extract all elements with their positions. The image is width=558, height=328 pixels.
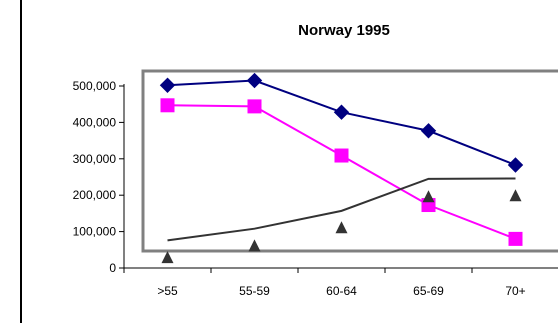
series-1-point (507, 157, 524, 173)
series-2-point (508, 231, 523, 246)
series-2-line (167, 104, 516, 240)
axes: 0 100,000 200,000 300,000 400,000 500,000 >55 5… (73, 79, 558, 298)
series-4-point (335, 221, 348, 234)
y-tick-label: 300,000 (73, 152, 117, 166)
chart-svg: Norway 1995 0 100,000 200,000 300,000 400,00… (73, 22, 558, 298)
series-4-point (248, 239, 261, 252)
y-tick-label: 100,000 (73, 225, 117, 239)
series-2-point (247, 99, 262, 114)
series-3-line (167, 177, 516, 242)
chart-area: Norway 1995 0 100,000 200,000 300,000 400,00… (22, 0, 558, 323)
x-tick-label: 70+ (505, 284, 525, 298)
y-tick-label: 400,000 (73, 115, 117, 129)
series-4-point (509, 189, 522, 202)
series-layer (159, 72, 524, 264)
y-tick-label: 500,000 (73, 79, 117, 93)
series-1-point (246, 72, 263, 89)
plot-area-border (141, 69, 558, 253)
x-tick-label: 60-64 (326, 284, 357, 298)
x-tick-label: 55-59 (239, 284, 270, 298)
series-4-point (161, 251, 174, 264)
series-1-point (159, 77, 176, 93)
y-tick-label: 0 (109, 261, 116, 275)
left-panel-border (0, 0, 22, 323)
series-4-point (422, 190, 435, 203)
series-1-point (420, 123, 437, 139)
x-tick-label: >55 (157, 284, 178, 298)
chart-title: Norway 1995 (298, 22, 390, 39)
x-tick-label: 65-69 (413, 284, 444, 298)
series-2-point (334, 148, 349, 163)
series-1-point (333, 104, 350, 120)
y-tick-label: 200,000 (73, 188, 117, 202)
series-2-point (160, 98, 175, 113)
